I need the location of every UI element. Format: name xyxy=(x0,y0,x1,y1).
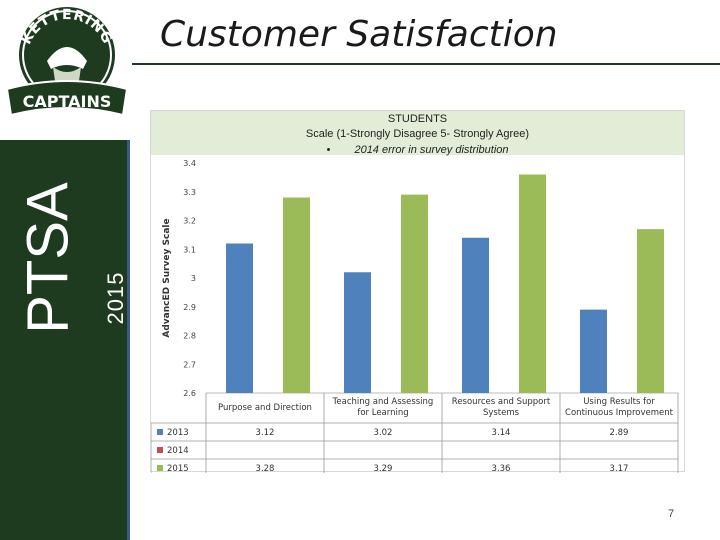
bar-2013 xyxy=(462,237,489,393)
x-category-label: Teaching and Assessing xyxy=(332,397,434,407)
y-tick-label: 2.6 xyxy=(183,389,196,398)
y-tick-label: 2.9 xyxy=(183,303,196,312)
sidebar-year-label: 2015 xyxy=(103,271,128,325)
y-tick-label: 2.8 xyxy=(183,332,196,341)
bar-2015 xyxy=(401,194,428,393)
x-category-label: Purpose and Direction xyxy=(218,403,312,413)
bar-2013 xyxy=(580,309,607,393)
chart-header-title: STUDENTS xyxy=(387,113,448,125)
data-label: 2.89 xyxy=(610,428,629,438)
title-underline xyxy=(132,63,720,65)
bar-2015 xyxy=(637,229,664,393)
data-label: 3.14 xyxy=(492,428,511,438)
y-axis-label: AdvancED Survey Scale xyxy=(162,218,172,337)
y-tick-label: 3 xyxy=(191,274,196,283)
y-tick-label: 2.7 xyxy=(183,360,196,369)
data-label: 3.02 xyxy=(374,428,393,438)
kettering-captains-logo: KETTERING CAPTAINS xyxy=(5,7,129,117)
chart-header-note-text: 2014 error in survey distribution xyxy=(354,144,509,156)
y-tick-label: 3.3 xyxy=(183,188,196,197)
chart-header-note: • 2014 error in survey distribution xyxy=(151,144,684,156)
y-tick-label: 3.4 xyxy=(183,159,196,168)
x-category-label: Systems xyxy=(483,408,520,418)
chart-card: STUDENTS Scale (1-Strongly Disagree 5- S… xyxy=(150,110,685,473)
x-category-label: Continuous Improvement xyxy=(565,408,674,418)
page-number: 7 xyxy=(668,508,675,520)
legend-swatch-2014 xyxy=(157,447,163,453)
logo-bottom-text: CAPTAINS xyxy=(23,92,112,111)
y-tick-label: 3.2 xyxy=(183,217,196,226)
sidebar-panel xyxy=(0,140,130,540)
data-label: 3.36 xyxy=(492,464,511,473)
legend-swatch-2015 xyxy=(157,465,163,471)
data-label: 3.17 xyxy=(610,464,629,473)
legend-label-2014: 2014 xyxy=(167,446,189,456)
x-category-label: for Learning xyxy=(357,408,408,418)
bar-2015 xyxy=(519,174,546,393)
slide-title: Customer Satisfaction xyxy=(160,14,558,55)
data-label: 3.12 xyxy=(256,428,275,438)
x-category-label: Using Results for xyxy=(583,397,655,407)
bar-2015 xyxy=(283,197,310,393)
chart-header-scale: Scale (1-Strongly Disagree 5- Strongly A… xyxy=(305,128,530,140)
bar-chart: AdvancED Survey Scale 2.6 2.7 2.8 2.9 3 3.1 3.2… xyxy=(151,159,679,473)
sidebar-ptsa-label: PTSA xyxy=(15,182,81,334)
bar-2013 xyxy=(226,243,253,393)
bullet-glyph: • xyxy=(326,144,331,156)
data-label: 3.29 xyxy=(374,464,393,473)
legend-label-2015: 2015 xyxy=(167,464,189,473)
bar-2013 xyxy=(344,272,371,393)
y-tick-label: 3.1 xyxy=(183,245,196,254)
data-label: 3.28 xyxy=(256,464,275,473)
chart-header-band xyxy=(151,111,684,155)
x-category-label: Resources and Support xyxy=(452,397,551,407)
legend-swatch-2013 xyxy=(157,429,163,435)
legend-label-2013: 2013 xyxy=(167,428,189,438)
